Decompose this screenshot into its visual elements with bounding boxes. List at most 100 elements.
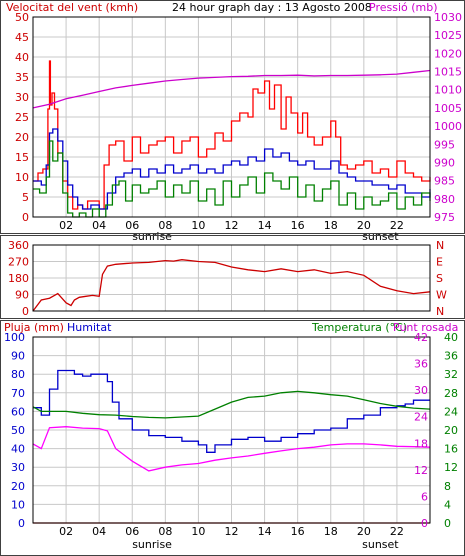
x-tick-22: 22 xyxy=(390,525,404,538)
dewpoint-line xyxy=(32,426,431,472)
humidity-y-tick: 40 xyxy=(11,443,25,456)
humidity-y-tick: 90 xyxy=(11,350,25,363)
wind-y-tick: 5 xyxy=(22,191,29,204)
wind-y-tick: 10 xyxy=(15,171,29,184)
direction-y-tick: 270 xyxy=(8,256,29,269)
temperature-right-axis-ticks: 0 4 8 12 16 20 24 28 32 36 40 xyxy=(444,331,458,530)
x-tick-06: 06 xyxy=(125,525,139,538)
direction-y-tick: 360 xyxy=(8,239,29,252)
wind-y-tick: 50 xyxy=(15,11,29,24)
wind-series xyxy=(32,60,431,218)
wind-left-axis-ticks: 0 5 10 15 20 25 30 35 40 45 50 xyxy=(15,11,29,224)
x-tick-06: 06 xyxy=(125,219,139,232)
humidity-y-tick: 10 xyxy=(11,498,25,511)
direction-y-tick: 90 xyxy=(15,289,29,302)
pressure-y-tick: 975 xyxy=(434,211,455,224)
pressure-y-tick: 990 xyxy=(434,156,455,169)
pressure-y-tick: 1020 xyxy=(434,47,462,60)
x-tick-12: 12 xyxy=(225,219,239,232)
compass-label: N xyxy=(436,305,444,318)
temperature-plot-frame xyxy=(32,336,431,524)
pressure-y-tick: 1010 xyxy=(434,84,462,97)
temperature-y-tick: 8 xyxy=(444,480,451,493)
wind-sun-markers: sunrise sunset xyxy=(132,230,399,243)
inner-y-tick: 24 xyxy=(414,411,428,424)
temperature-line xyxy=(32,390,431,419)
wind-y-tick: 15 xyxy=(15,151,29,164)
rain-axis-label: Pluja (mm) xyxy=(4,321,64,334)
humidity-y-tick: 0 xyxy=(18,517,25,530)
temperature-axis-label: Temperatura (°C) xyxy=(311,321,407,334)
humidity-left-axis-ticks: 0 10 20 30 40 50 60 70 80 90 100 xyxy=(4,331,25,530)
pressure-axis-label: Pressió (mb) xyxy=(369,1,438,14)
inner-y-tick: 6 xyxy=(421,490,428,503)
temperature-grid xyxy=(33,337,430,523)
compass-label: S xyxy=(436,272,443,285)
compass-label: W xyxy=(436,289,447,302)
sunrise-label: sunrise xyxy=(132,230,172,243)
temperature-y-tick: 16 xyxy=(444,443,458,456)
temperature-y-tick: 28 xyxy=(444,387,458,400)
direction-line xyxy=(32,259,431,312)
pressure-y-tick: 1025 xyxy=(434,29,462,42)
humidity-y-tick: 80 xyxy=(11,368,25,381)
humidity-y-tick: 100 xyxy=(4,331,25,344)
temperature-y-tick: 24 xyxy=(444,405,458,418)
x-tick-08: 08 xyxy=(158,219,172,232)
humidity-y-tick: 30 xyxy=(11,461,25,474)
wind-y-tick: 30 xyxy=(15,91,29,104)
x-tick-10: 10 xyxy=(191,219,205,232)
inner-y-tick: 36 xyxy=(414,358,428,371)
direction-panel-border xyxy=(0,235,465,319)
sunset-label: sunset xyxy=(362,538,399,551)
wind-y-tick: 20 xyxy=(15,131,29,144)
pressure-y-tick: 1030 xyxy=(434,11,462,24)
average-line xyxy=(33,128,431,210)
direction-y-tick: 0 xyxy=(22,305,29,318)
humidity-y-tick: 20 xyxy=(11,480,25,493)
sunset-label: sunset xyxy=(362,230,399,243)
direction-y-tick: 180 xyxy=(8,272,29,285)
temperature-y-tick: 0 xyxy=(444,517,451,530)
speed-line xyxy=(33,140,431,218)
temperature-y-tick: 4 xyxy=(444,498,451,511)
direction-plot-frame xyxy=(32,244,431,312)
x-tick-20: 20 xyxy=(357,219,371,232)
x-tick-02: 02 xyxy=(59,219,73,232)
gust-line xyxy=(33,60,431,210)
x-tick-14: 14 xyxy=(258,219,272,232)
direction-left-axis-ticks: 0 90 180 270 360 xyxy=(8,239,29,318)
x-tick-18: 18 xyxy=(324,525,338,538)
compass-label: E xyxy=(436,256,443,269)
x-tick-14: 14 xyxy=(258,525,272,538)
wind-y-tick: 25 xyxy=(15,111,29,124)
pressure-y-tick: 995 xyxy=(434,138,455,151)
compass-label: N xyxy=(436,239,444,252)
temperature-y-tick: 40 xyxy=(444,331,458,344)
x-tick-22: 22 xyxy=(390,219,404,232)
wind-y-tick: 35 xyxy=(15,71,29,84)
pressure-y-tick: 1015 xyxy=(434,66,462,79)
wind-x-axis-ticks: 02 04 06 08 10 12 14 16 18 20 22 xyxy=(59,219,404,232)
wind-y-tick: 0 xyxy=(22,211,29,224)
direction-grid xyxy=(33,245,430,311)
x-tick-02: 02 xyxy=(59,525,73,538)
x-tick-16: 16 xyxy=(291,525,305,538)
temperature-y-tick: 36 xyxy=(444,350,458,363)
inner-y-tick: 12 xyxy=(414,464,428,477)
wind-y-tick: 45 xyxy=(15,31,29,44)
humidity-line xyxy=(33,369,430,453)
temperature-x-axis-ticks: 02 04 06 08 10 12 14 16 18 20 22 xyxy=(59,525,404,538)
x-tick-20: 20 xyxy=(357,525,371,538)
pressure-line xyxy=(32,69,431,109)
temperature-y-tick: 32 xyxy=(444,368,458,381)
chart-title: 24 hour graph day : 13 Agosto 2008 xyxy=(172,1,372,14)
wind-axis-label: Velocitat del vent (kmh) xyxy=(6,1,138,14)
x-tick-04: 04 xyxy=(92,219,106,232)
sunrise-label: sunrise xyxy=(132,538,172,551)
humidity-y-tick: 60 xyxy=(11,405,25,418)
pressure-y-tick: 1005 xyxy=(434,102,462,115)
direction-series xyxy=(32,259,431,312)
